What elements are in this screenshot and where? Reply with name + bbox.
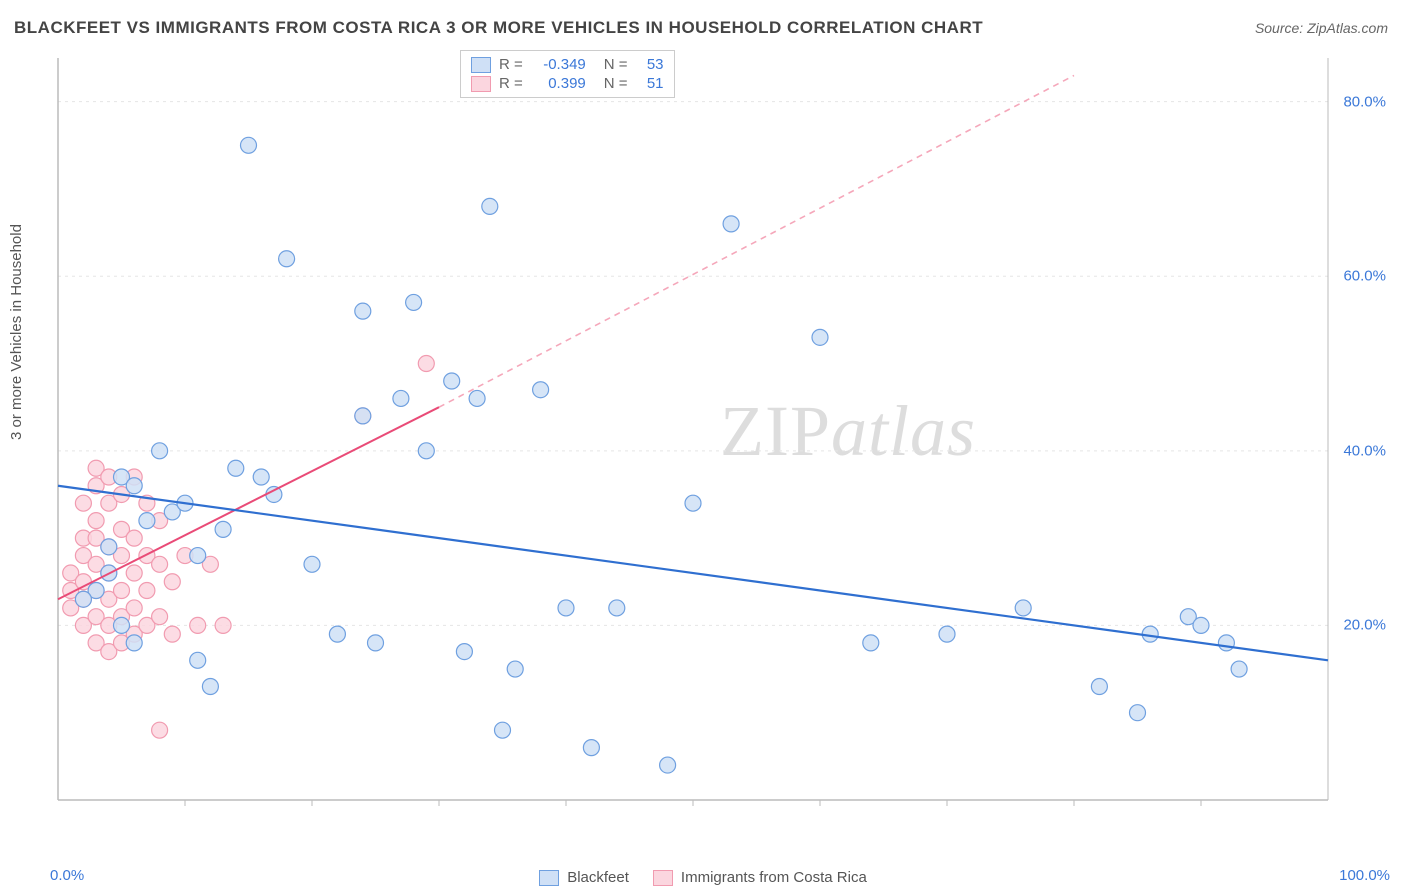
legend-n-label: N = — [604, 75, 628, 92]
y-tick-label: 20.0% — [1343, 617, 1386, 634]
legend-r-value: -0.349 — [531, 56, 586, 73]
legend-n-value: 51 — [636, 75, 664, 92]
y-axis-label: 3 or more Vehicles in Household — [8, 224, 25, 440]
legend-row: R = 0.399 N = 51 — [471, 74, 664, 93]
scatter-plot — [48, 50, 1388, 840]
y-tick-label: 80.0% — [1343, 93, 1386, 110]
legend-n-label: N = — [604, 56, 628, 73]
legend-n-value: 53 — [636, 56, 664, 73]
chart-title: BLACKFEET VS IMMIGRANTS FROM COSTA RICA … — [14, 18, 983, 38]
series-legend-label: Blackfeet — [567, 869, 629, 886]
series-legend-label: Immigrants from Costa Rica — [681, 869, 867, 886]
source-attribution: Source: ZipAtlas.com — [1255, 20, 1388, 36]
legend-r-label: R = — [499, 75, 523, 92]
legend-swatch — [471, 57, 491, 73]
y-tick-label: 60.0% — [1343, 268, 1386, 285]
legend-swatch — [653, 870, 673, 886]
legend-swatch — [539, 870, 559, 886]
correlation-legend: R = -0.349 N = 53 R = 0.399 N = 51 — [460, 50, 675, 98]
y-tick-label: 40.0% — [1343, 442, 1386, 459]
plot-svg — [48, 50, 1388, 840]
series-legend-item: Immigrants from Costa Rica — [653, 869, 867, 886]
series-legend: Blackfeet Immigrants from Costa Rica — [0, 869, 1406, 886]
legend-r-label: R = — [499, 56, 523, 73]
legend-swatch — [471, 76, 491, 92]
legend-row: R = -0.349 N = 53 — [471, 55, 664, 74]
legend-r-value: 0.399 — [531, 75, 586, 92]
series-legend-item: Blackfeet — [539, 869, 629, 886]
